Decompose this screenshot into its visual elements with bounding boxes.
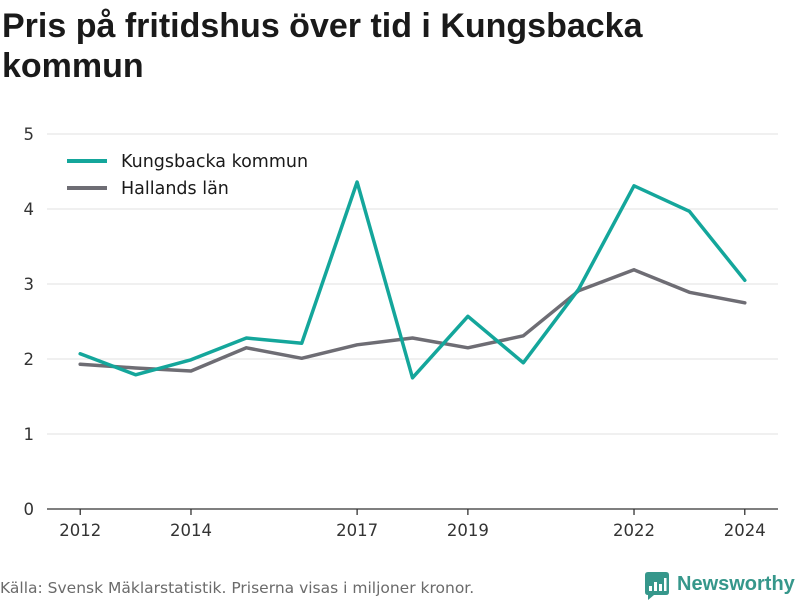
logo-bar (664, 578, 667, 591)
x-tick-label: 2024 (724, 521, 766, 540)
y-tick-label: 0 (24, 500, 35, 519)
y-tick-label: 4 (24, 200, 35, 219)
legend-item-hallands-lan: Hallands län (67, 179, 229, 199)
y-tick-label: 3 (24, 275, 35, 294)
legend: Kungsbacka kommun Hallands län (67, 152, 308, 199)
legend-label-kungsbacka-kommun: Kungsbacka kommun (121, 152, 308, 172)
x-tick-label: 2012 (59, 521, 101, 540)
source-note: Källa: Svensk Mäklarstatistik. Priserna … (0, 579, 474, 597)
x-tick-label: 2019 (447, 521, 489, 540)
y-axis: 0 1 2 3 4 5 (24, 125, 35, 519)
legend-item-kungsbacka-kommun: Kungsbacka kommun (67, 152, 308, 172)
series-line-hallands-lan (78, 268, 747, 373)
newsworthy-logo: Newsworthy (645, 572, 796, 600)
y-tick-label: 5 (24, 125, 35, 144)
series-lines (78, 180, 747, 380)
gridlines (47, 133, 778, 435)
newsworthy-logo-text: Newsworthy (677, 573, 796, 595)
series-line-kungsbacka-kommun (78, 180, 747, 380)
y-tick-label: 1 (24, 425, 35, 444)
chart-title: Pris på fritidshus över tid i Kungsbacka… (2, 7, 643, 85)
x-tick-label: 2017 (336, 521, 378, 540)
logo-bar (659, 584, 662, 591)
legend-label-hallands-lan: Hallands län (121, 179, 229, 199)
x-axis: 2012 2014 2017 2019 2022 2024 (47, 508, 778, 540)
logo-bar (649, 586, 652, 591)
newsworthy-logo-icon (645, 572, 669, 600)
logo-bar (654, 582, 657, 591)
y-tick-label: 2 (24, 350, 35, 369)
x-tick-label: 2014 (170, 521, 212, 540)
x-tick-label: 2022 (613, 521, 655, 540)
